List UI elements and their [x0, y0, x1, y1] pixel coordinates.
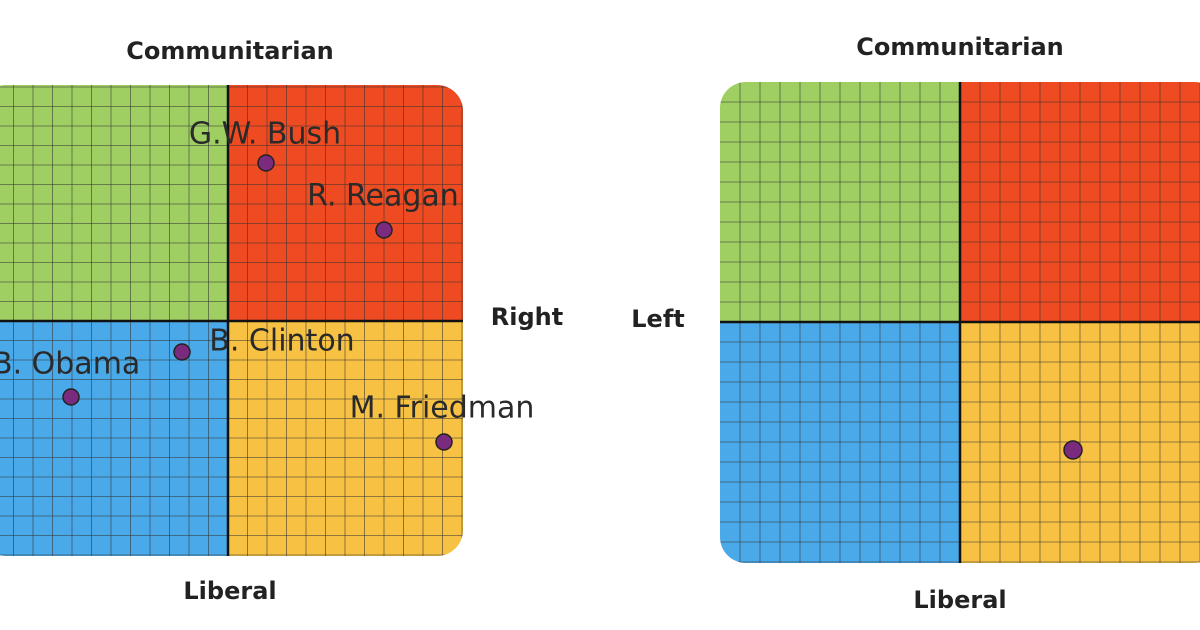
point-marker [375, 221, 393, 239]
point-label: G.W. Bush [189, 117, 341, 152]
point-label: B. Obama [0, 347, 140, 382]
bottom-label: Liberal [183, 577, 276, 605]
point-marker [1063, 440, 1083, 460]
right-compass [720, 82, 1200, 563]
point-label: M. Friedman [350, 391, 535, 426]
point-marker [435, 433, 453, 451]
top-label: Communitarian [126, 37, 334, 65]
top-label: Communitarian [856, 33, 1064, 61]
point-label: B. Clinton [209, 324, 354, 359]
points: G.W. Bush R. Reagan B. Clinton B. Obama M. F… [0, 117, 534, 451]
point-marker [62, 388, 80, 406]
points [1063, 440, 1083, 460]
point-label: R. Reagan [307, 179, 459, 214]
left-label: Left [631, 305, 684, 333]
point-marker [257, 154, 275, 172]
bottom-label: Liberal [913, 586, 1006, 614]
left-compass [0, 85, 463, 556]
point-marker [173, 343, 191, 361]
right-label: Right [491, 303, 563, 331]
